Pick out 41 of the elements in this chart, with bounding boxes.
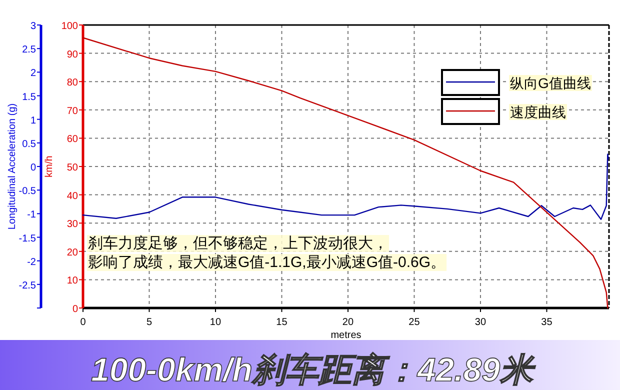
y2-tick-label: 1 (30, 115, 36, 126)
y-tick-label: 40 (66, 190, 78, 202)
y-tick-label: 100 (61, 21, 78, 32)
y-tick-label: 0 (72, 304, 78, 315)
x-tick-label: 30 (474, 317, 486, 328)
x-tick-label: 20 (342, 317, 354, 328)
x-tick-label: 35 (541, 317, 553, 328)
x-tick-label: 0 (80, 317, 86, 328)
x-tick-label: 15 (276, 317, 288, 328)
y2-tick-label: -2.5 (18, 280, 36, 292)
y2-tick-label: 0.5 (22, 138, 36, 150)
y2-axis-title: Longitudinal Acceleration (g) (7, 103, 18, 230)
text: 100-0km/h刹车距离：42.89米 (90, 351, 536, 388)
y-tick-label: 60 (66, 134, 78, 146)
y2-tick-label: -2 (27, 256, 36, 268)
legend-label: 纵向G值曲线 (510, 75, 591, 91)
y2-tick-label: 0 (30, 162, 36, 174)
y2-tick-label: -1.5 (18, 233, 36, 244)
y2-tick-label: -1 (27, 210, 36, 221)
y-axis-title: km/h (44, 156, 55, 178)
line-series (82, 154, 609, 220)
annotation: 影响了成绩，最大减速G值-1.1G,最小减速G值-0.6G。 (88, 254, 446, 271)
y-tick-label: 10 (66, 276, 78, 287)
x-tick-label: 25 (408, 317, 420, 328)
y-tick-label: 70 (66, 106, 78, 117)
y-tick-label: 90 (66, 49, 78, 60)
y-tick-label: 20 (66, 247, 78, 258)
y-tick-label: 80 (66, 78, 78, 89)
y2-tick-label: 2.5 (22, 44, 36, 56)
y-tick-label: 30 (66, 219, 78, 230)
y2-tick-label: 1.5 (22, 92, 36, 103)
y2-tick-label: -0.5 (18, 186, 36, 198)
annotation: 刹车力度足够，但不够稳定，上下波动很大， (88, 235, 388, 252)
y2-tick-label: 2 (30, 68, 36, 80)
x-tick-label: 5 (146, 317, 152, 328)
line-series (82, 37, 608, 309)
legend-label: 速度曲线 (510, 104, 566, 120)
y2-tick-label: 3 (30, 21, 36, 32)
x-axis-title: metres (330, 330, 362, 341)
y-tick-label: 50 (66, 162, 78, 174)
x-tick-label: 10 (210, 317, 222, 328)
